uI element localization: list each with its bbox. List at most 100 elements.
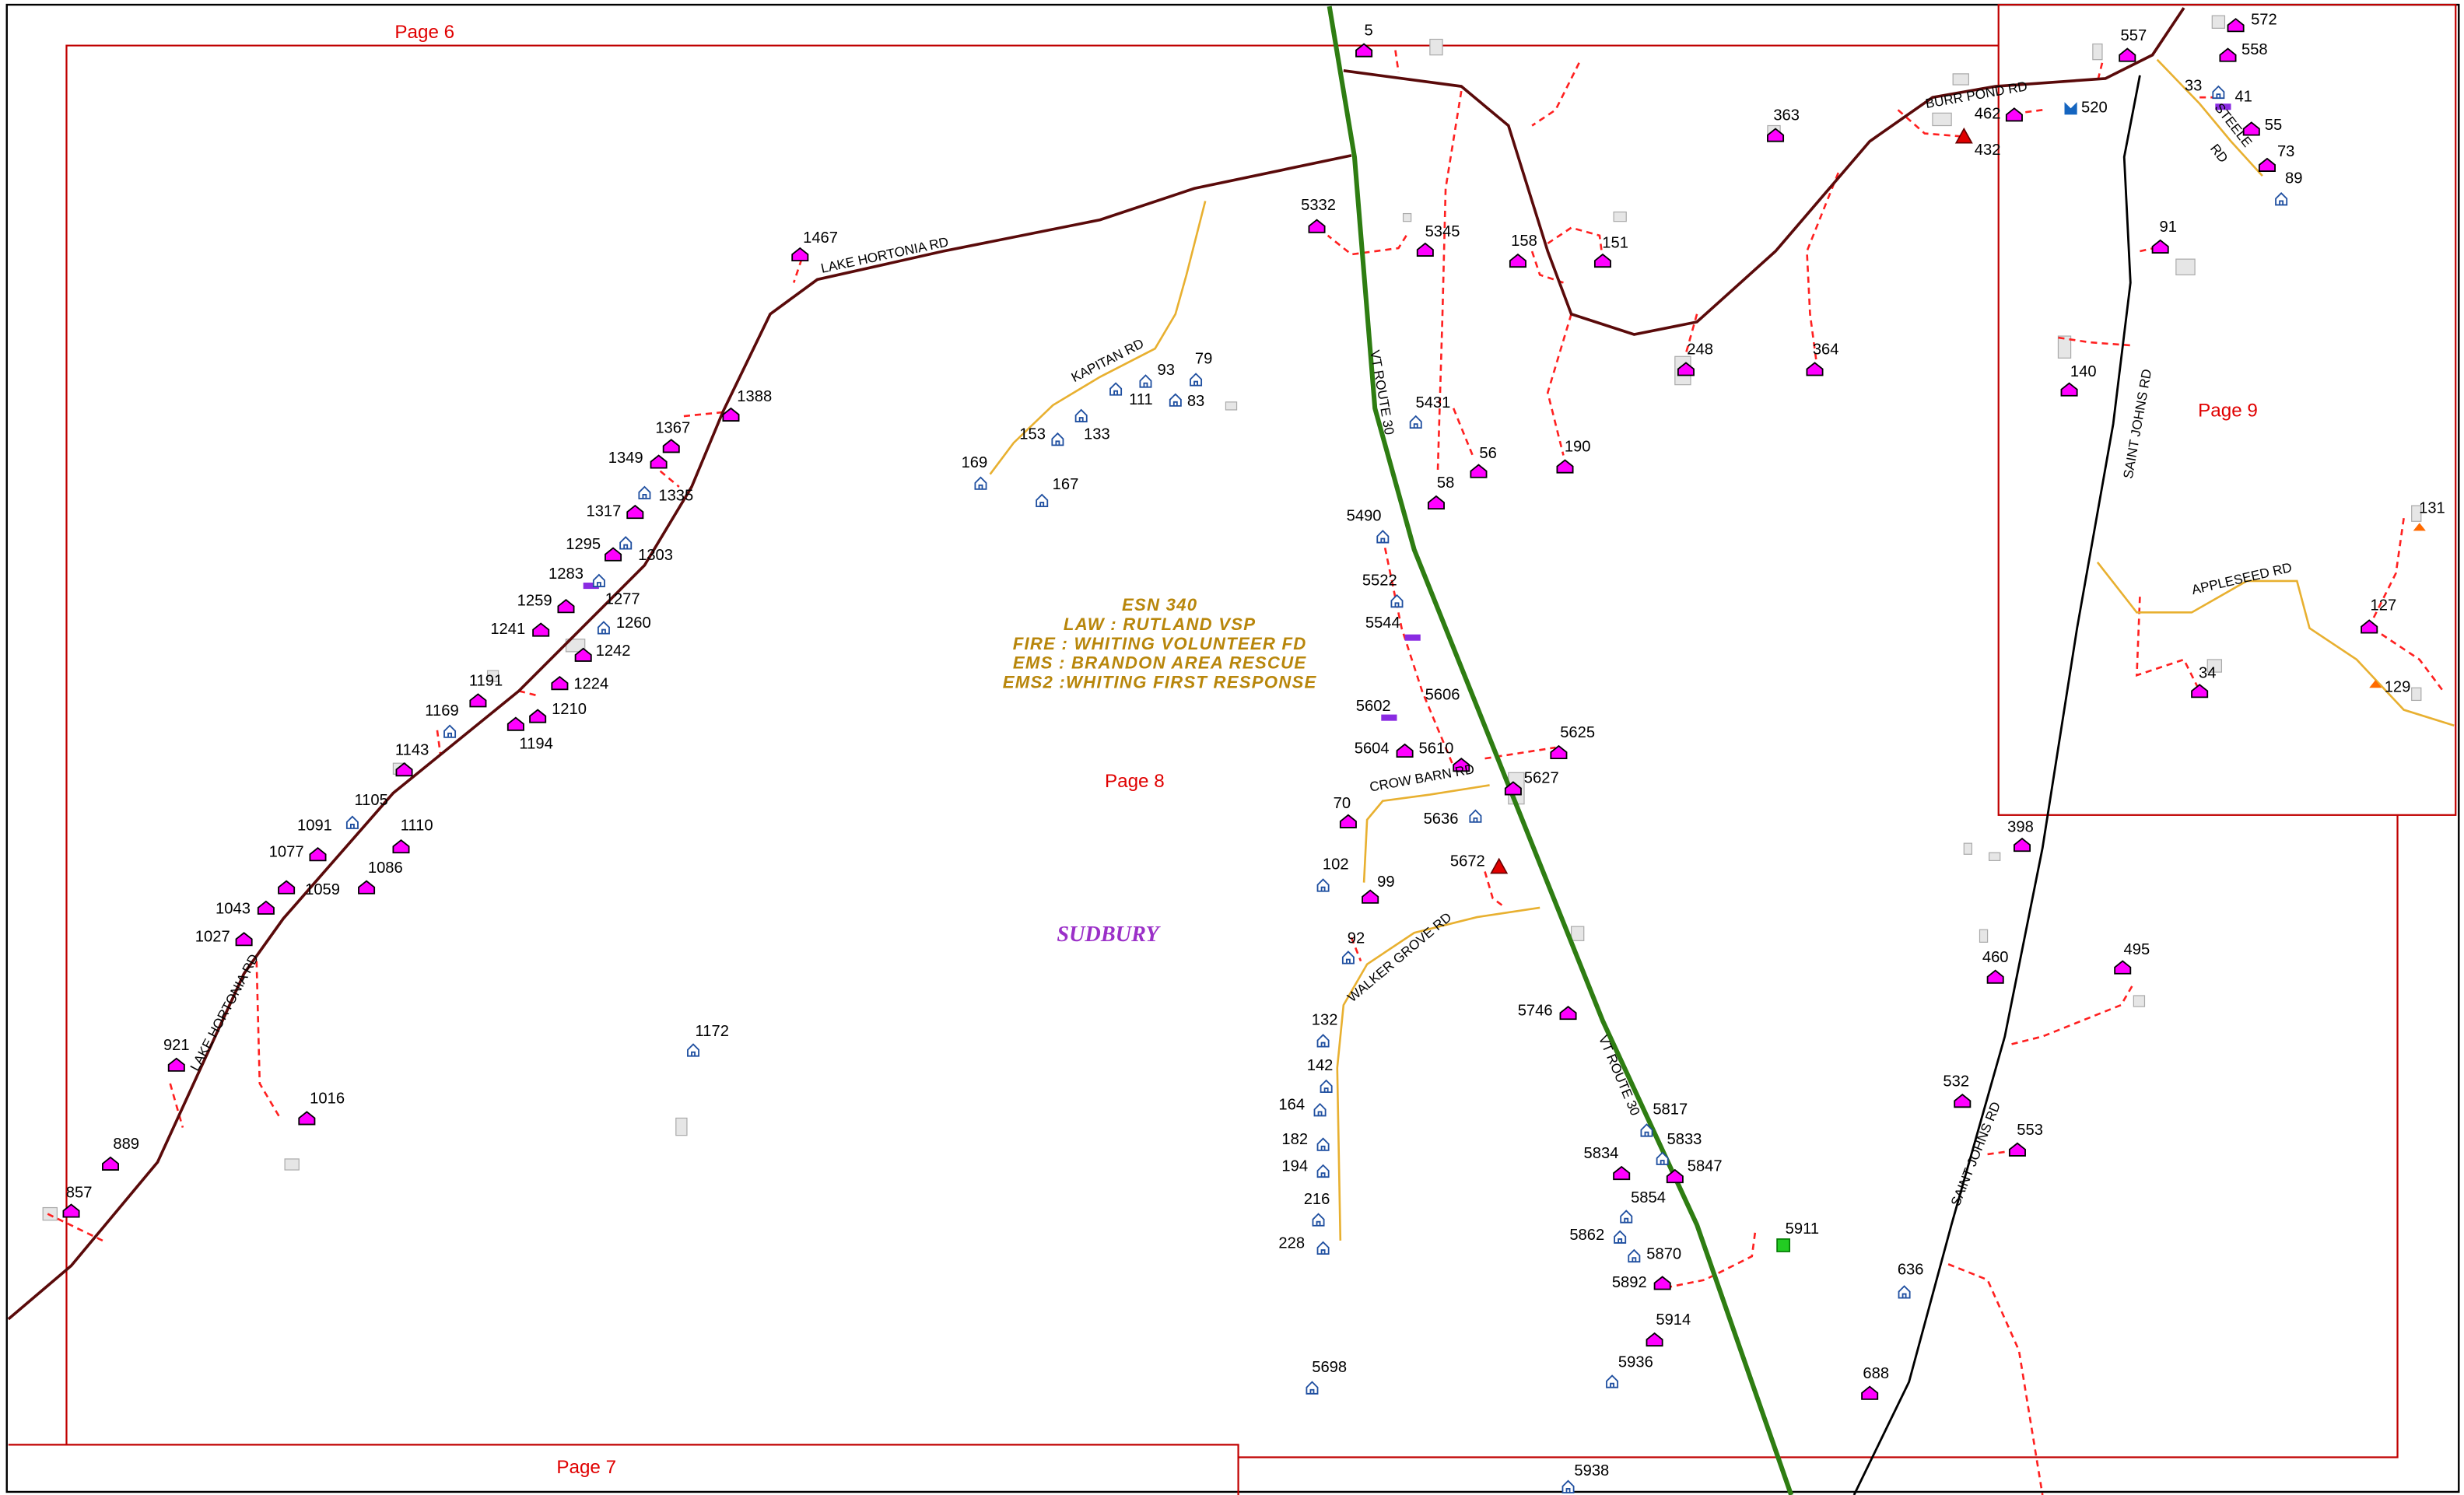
address-label: 1143: [395, 741, 429, 758]
address-label: 132: [1312, 1012, 1338, 1029]
address-label: 5746: [1518, 1003, 1553, 1020]
address-label: 5625: [1560, 724, 1595, 741]
address-label: 363: [1773, 107, 1800, 124]
address-label: 558: [2241, 41, 2268, 58]
address-label: 89: [2285, 170, 2302, 187]
address-label: 99: [1377, 874, 1394, 891]
address-label: 495: [2124, 941, 2150, 958]
address-label: 131: [2419, 499, 2445, 516]
address-label: 1172: [696, 1023, 729, 1040]
address-label: 5332: [1301, 197, 1336, 214]
address-label: 79: [1195, 351, 1212, 368]
info-line: ESN 340: [1122, 595, 1197, 614]
address-label: 398: [2007, 818, 2034, 835]
address-label: 216: [1304, 1191, 1330, 1208]
building: [285, 1159, 299, 1170]
address-label: 5602: [1356, 698, 1391, 715]
address-label: 5627: [1524, 770, 1559, 787]
address-label: 1043: [216, 900, 251, 917]
address-label: 55: [2265, 117, 2282, 134]
address-label: 1283: [549, 565, 584, 583]
address-label: 1027: [195, 929, 230, 946]
address-label: 41: [2234, 89, 2252, 106]
address-label: 1169: [425, 702, 458, 719]
building: [1572, 926, 1584, 940]
address-label: 1260: [616, 614, 651, 632]
address-label: 1086: [368, 860, 403, 877]
building: [2058, 336, 2070, 358]
address-label: 1224: [573, 676, 608, 693]
address-label: 1016: [310, 1091, 345, 1108]
address-label: 532: [1943, 1073, 1969, 1090]
address-label: 1349: [608, 450, 643, 467]
address-label: 1059: [305, 881, 340, 898]
address-label: 164: [1278, 1097, 1305, 1114]
town-label: SUDBURY: [1057, 923, 1161, 947]
address-label: 1077: [269, 844, 304, 861]
address-label: 5938: [1574, 1462, 1609, 1479]
address-label: 182: [1281, 1131, 1308, 1148]
purple-marker: [1381, 715, 1397, 721]
address-label: 92: [1348, 930, 1365, 947]
address-label: 93: [1157, 362, 1174, 379]
address-label: 5: [1365, 23, 1373, 40]
address-label: 1303: [638, 547, 673, 564]
address-label: 5847: [1688, 1157, 1723, 1175]
address-label: 1277: [605, 591, 640, 608]
address-label: 1091: [297, 817, 332, 834]
building: [676, 1118, 687, 1135]
info-line: LAW : RUTLAND VSP: [1064, 614, 1256, 634]
building: [2093, 44, 2102, 60]
address-label: 5345: [1425, 223, 1460, 240]
address-label: 5892: [1612, 1274, 1647, 1291]
address-label: 5911: [1786, 1220, 1819, 1238]
address-label: 1259: [517, 593, 552, 610]
address-label: 460: [1982, 949, 2009, 966]
address-label: 194: [1281, 1157, 1308, 1175]
address-label: 5636: [1424, 811, 1459, 828]
address-label: 5431: [1415, 394, 1450, 411]
address-label: 5936: [1618, 1354, 1653, 1371]
building: [1989, 853, 2000, 860]
address-label: 190: [1565, 439, 1591, 456]
address-label: 5490: [1347, 508, 1382, 525]
building: [1614, 212, 1626, 222]
address-label: 857: [66, 1185, 93, 1202]
address-label: 553: [2017, 1122, 2043, 1139]
address-label: 921: [163, 1037, 190, 1054]
address-label: 228: [1278, 1234, 1305, 1252]
address-label: 557: [2121, 27, 2147, 44]
address-label: 111: [1129, 391, 1153, 408]
address-label: 5854: [1631, 1189, 1666, 1206]
address-label: 91: [2160, 219, 2177, 236]
address-label: 572: [2251, 12, 2277, 29]
address-label: 1105: [354, 792, 387, 809]
building: [1953, 74, 1968, 85]
address-label: 127: [2371, 597, 2397, 614]
address-label: 5522: [1362, 572, 1397, 589]
building: [43, 1208, 57, 1220]
map: 5146713881367134913351317130312951283127…: [0, 0, 2464, 1495]
page-label: Page 6: [394, 22, 454, 43]
address-label: 58: [1437, 474, 1454, 492]
address-label: 5862: [1569, 1227, 1604, 1244]
address-label: 102: [1323, 856, 1349, 874]
address-label: 1317: [586, 502, 621, 520]
building: [2212, 16, 2224, 28]
address-label: 5610: [1419, 740, 1454, 757]
building: [1225, 402, 1236, 410]
address-label: 688: [1863, 1365, 1889, 1382]
address-label: 1335: [658, 487, 693, 504]
building: [2176, 259, 2195, 275]
address-label: 73: [2277, 143, 2294, 160]
purple-marker: [1405, 635, 1421, 641]
address-label: 1367: [655, 419, 690, 436]
address-label: 142: [1307, 1057, 1334, 1074]
address-label: 520: [2081, 100, 2108, 117]
building: [1933, 113, 1951, 125]
info-line: FIRE : WHITING VOLUNTEER FD: [1013, 634, 1307, 653]
building: [2133, 996, 2144, 1007]
address-label: 70: [1334, 795, 1351, 812]
facility-marker: [1777, 1239, 1789, 1252]
address-label: 1241: [490, 621, 525, 638]
